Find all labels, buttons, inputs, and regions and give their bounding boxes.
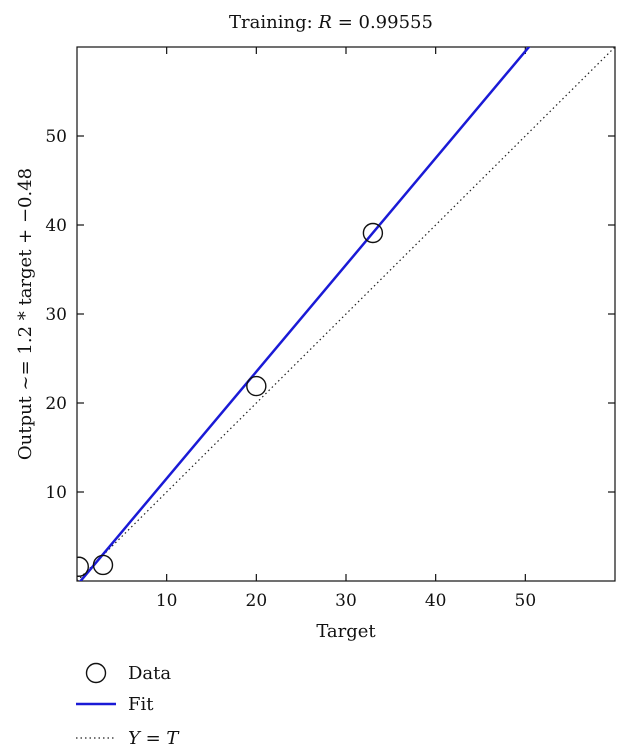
plot-area (77, 47, 615, 581)
y-axis-label: Output ~= 1.2 * target + −0.48 (15, 168, 36, 460)
y-tick-label: 30 (45, 305, 67, 325)
y-tick-label: 10 (45, 483, 67, 503)
x-axis: 10 20 30 40 50 (156, 47, 536, 611)
data-point (246, 375, 267, 397)
chart-title: Training: R = 0.99555 (229, 12, 433, 33)
identity-line (77, 47, 615, 581)
legend-label-fit: Fit (128, 694, 154, 715)
x-tick-label: 30 (335, 591, 357, 611)
y-tick-label: 50 (45, 127, 67, 147)
y-tick-label: 40 (45, 216, 67, 236)
y-tick-label: 20 (45, 394, 67, 414)
fit-line (78, 47, 531, 581)
x-tick-label: 40 (425, 591, 447, 611)
data-points (77, 222, 384, 577)
data-point (92, 554, 114, 576)
x-axis-label: Target (316, 621, 376, 642)
x-tick-label: 20 (246, 591, 268, 611)
data-point (77, 556, 89, 577)
legend: Data Fit Y = T (76, 662, 180, 749)
x-tick-label: 50 (515, 591, 537, 611)
legend-label-data: Data (128, 663, 171, 684)
legend-label-identity: Y = T (128, 728, 180, 749)
data-point (362, 222, 384, 244)
x-tick-label: 10 (156, 591, 178, 611)
legend-marker-data (85, 662, 107, 684)
y-axis: 10 20 30 40 50 (45, 127, 615, 503)
